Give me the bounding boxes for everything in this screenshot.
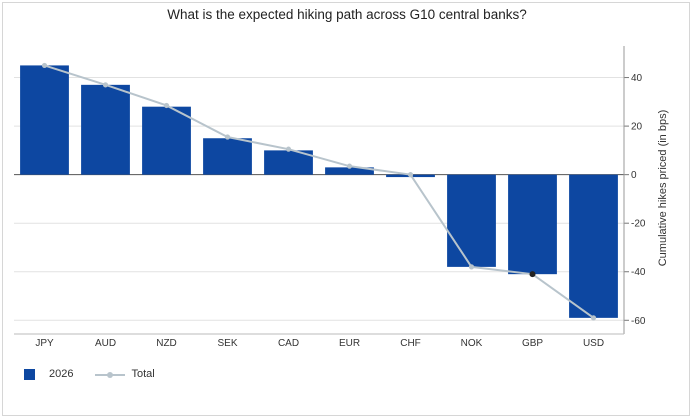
x-tick-label: EUR	[339, 338, 360, 349]
y-tick-label: 0	[631, 170, 637, 181]
x-tick-label: JPY	[35, 338, 54, 349]
bar	[142, 106, 191, 175]
legend-label-2026[interactable]: 2026	[49, 368, 74, 380]
line-point	[224, 134, 231, 140]
legend-label-total[interactable]: Total	[131, 368, 155, 380]
x-tick-label: CHF	[400, 338, 421, 349]
x-tick-label: GBP	[522, 338, 543, 349]
x-tick-label: USD	[583, 338, 604, 349]
line-point	[41, 62, 48, 69]
line-point	[407, 172, 414, 178]
x-tick-label: AUD	[95, 338, 116, 349]
y-tick-label: 20	[631, 122, 643, 133]
legend-swatch-2026	[24, 368, 35, 380]
chart-title: What is the expected hiking path across …	[167, 7, 527, 22]
total-line-series	[41, 62, 597, 321]
bar-series	[20, 65, 618, 318]
line-point	[346, 163, 353, 169]
total-line	[44, 64, 595, 319]
bar	[447, 174, 496, 267]
line-point	[102, 82, 109, 88]
legend-swatch-total	[95, 369, 126, 380]
line-point	[163, 102, 170, 109]
legend: 2026 Total	[24, 368, 155, 380]
y-tick-label: -60	[631, 316, 646, 327]
line-point	[468, 264, 475, 270]
x-tick-label: NZD	[156, 338, 177, 349]
bar	[508, 174, 557, 275]
chart-frame	[2, 2, 690, 416]
line-point	[590, 315, 597, 321]
bar	[325, 167, 374, 175]
y-tick-label: -40	[631, 267, 646, 278]
x-tick-label: SEK	[217, 338, 237, 349]
line-point	[285, 146, 292, 152]
bar	[81, 84, 130, 175]
bar	[203, 138, 252, 175]
axes: -60 -40 -20 0 20 40 JPY AUD NZD SEK CAD EUR CHF NOK GB…	[14, 46, 646, 349]
x-tick-label: NOK	[461, 338, 483, 349]
bar	[20, 65, 69, 175]
x-tick-label: CAD	[278, 338, 299, 349]
y-axis-label: Cumulative hikes priced (in bps)	[657, 110, 669, 267]
y-tick-label: 40	[631, 73, 643, 84]
y-tick-label: -20	[631, 219, 646, 230]
bar	[569, 174, 618, 318]
line-point	[529, 271, 536, 278]
